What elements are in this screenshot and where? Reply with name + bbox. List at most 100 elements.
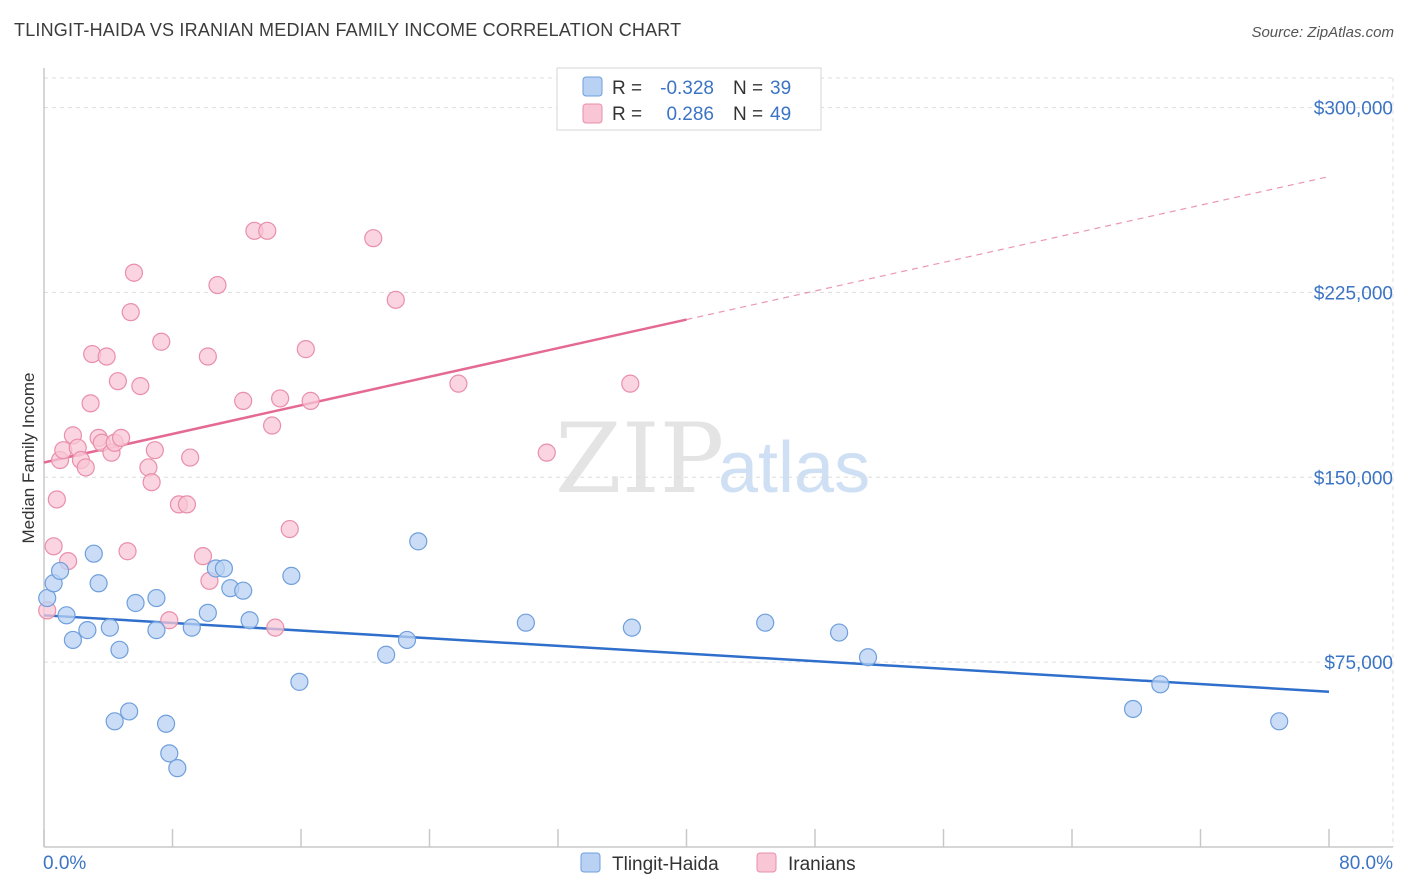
data-points: [38, 221, 1289, 778]
bottom-legend-label-iranians: Iranians: [788, 854, 856, 875]
axes: $75,000 $150,000 $225,000 $300,000: [43, 68, 1393, 848]
chart-source: Source: ZipAtlas.com: [1251, 24, 1394, 41]
legend-r-label: R =: [612, 104, 642, 125]
point-tlingit-haida: [84, 544, 103, 563]
legend-n-label: N =: [733, 104, 763, 125]
point-iranians: [124, 263, 144, 282]
bottom-legend-swatch-iranians: [756, 852, 777, 873]
watermark-atlas: atlas: [718, 428, 870, 508]
point-tlingit-haida: [147, 588, 166, 608]
legend-r-label: R =: [612, 78, 642, 99]
point-iranians: [537, 443, 556, 462]
point-iranians: [280, 519, 299, 539]
legend-r-value: 0.286: [666, 104, 714, 125]
point-tlingit-haida: [282, 566, 301, 585]
point-iranians: [47, 490, 66, 509]
point-tlingit-haida: [156, 714, 176, 733]
chart-title: TLINGIT-HAIDA VS IRANIAN MEDIAN FAMILY I…: [14, 20, 682, 40]
point-iranians: [208, 275, 227, 295]
y-tick-label: $150,000: [1314, 468, 1393, 489]
point-tlingit-haida: [377, 645, 396, 664]
point-tlingit-haida: [100, 618, 119, 637]
point-iranians: [234, 391, 253, 410]
point-iranians: [177, 495, 197, 514]
point-tlingit-haida: [397, 630, 417, 650]
point-tlingit-haida: [622, 618, 641, 637]
legend-n-value: 49: [770, 104, 791, 125]
point-tlingit-haida: [198, 603, 217, 622]
point-iranians: [262, 416, 282, 435]
correlation-legend: R = -0.328 N = 39 R = 0.286 N = 49: [556, 67, 822, 131]
point-iranians: [258, 221, 277, 240]
point-iranians: [271, 389, 290, 408]
point-iranians: [108, 372, 127, 391]
trend-line-tlingit-haida: [43, 614, 1330, 693]
point-tlingit-haida: [182, 618, 201, 637]
point-iranians: [160, 611, 179, 630]
x-tick-label-min: 0.0%: [43, 853, 86, 874]
point-iranians: [142, 473, 161, 492]
point-tlingit-haida: [756, 613, 775, 632]
point-tlingit-haida: [78, 621, 97, 640]
point-tlingit-haida: [858, 648, 878, 667]
point-iranians: [131, 376, 150, 396]
point-iranians: [193, 547, 213, 566]
point-tlingit-haida: [110, 640, 129, 659]
point-iranians: [118, 542, 137, 561]
trend-line-extension-iranians: [686, 176, 1330, 321]
point-iranians: [152, 332, 171, 351]
legend-r-value: -0.328: [660, 78, 714, 99]
point-tlingit-haida: [234, 581, 253, 600]
x-tick-label-max: 80.0%: [1339, 853, 1393, 874]
point-iranians: [139, 458, 158, 477]
point-tlingit-haida: [57, 606, 76, 625]
point-iranians: [301, 391, 320, 410]
y-tick-label: $75,000: [1324, 653, 1393, 674]
point-iranians: [44, 537, 63, 556]
point-tlingit-haida: [105, 712, 124, 731]
point-tlingit-haida: [409, 532, 428, 551]
watermark-zip: ZIP: [555, 403, 724, 515]
point-iranians: [111, 428, 131, 447]
point-iranians: [198, 347, 217, 366]
point-iranians: [621, 374, 640, 393]
point-iranians: [181, 448, 200, 467]
bottom-legend-swatch-tlingit-haida: [580, 852, 601, 873]
point-iranians: [386, 290, 405, 309]
point-tlingit-haida: [290, 672, 309, 691]
point-tlingit-haida: [160, 744, 179, 763]
point-tlingit-haida: [1151, 675, 1170, 694]
point-tlingit-haida: [89, 574, 108, 593]
point-tlingit-haida: [63, 630, 83, 650]
point-iranians: [121, 303, 140, 322]
point-tlingit-haida: [168, 759, 187, 778]
trend-line-iranians: [43, 318, 687, 464]
point-iranians: [145, 441, 164, 460]
trend-lines: [43, 176, 1330, 693]
series-legend: Tlingit-Haida Iranians: [580, 852, 856, 875]
point-tlingit-haida: [50, 561, 70, 581]
legend-n-label: N =: [733, 78, 763, 99]
y-axis-label: Median Family Income: [19, 372, 38, 543]
point-tlingit-haida: [1270, 712, 1289, 731]
point-iranians: [296, 340, 315, 359]
point-iranians: [81, 394, 100, 413]
point-tlingit-haida: [147, 621, 166, 640]
point-tlingit-haida: [120, 702, 139, 721]
point-iranians: [76, 458, 95, 477]
point-iranians: [449, 374, 468, 393]
point-tlingit-haida: [829, 623, 849, 642]
point-tlingit-haida: [1123, 699, 1143, 719]
point-iranians: [364, 229, 383, 248]
point-tlingit-haida: [214, 559, 233, 578]
point-iranians: [97, 347, 116, 366]
point-tlingit-haida: [126, 593, 145, 613]
y-tick-label: $300,000: [1314, 99, 1393, 120]
legend-swatch-tlingit-haida: [582, 76, 603, 97]
legend-n-value: 39: [770, 78, 791, 99]
y-tick-label: $225,000: [1314, 283, 1393, 304]
point-tlingit-haida: [240, 611, 259, 630]
bottom-legend-label-tlingit-haida: Tlingit-Haida: [612, 854, 719, 875]
point-iranians: [266, 618, 285, 637]
